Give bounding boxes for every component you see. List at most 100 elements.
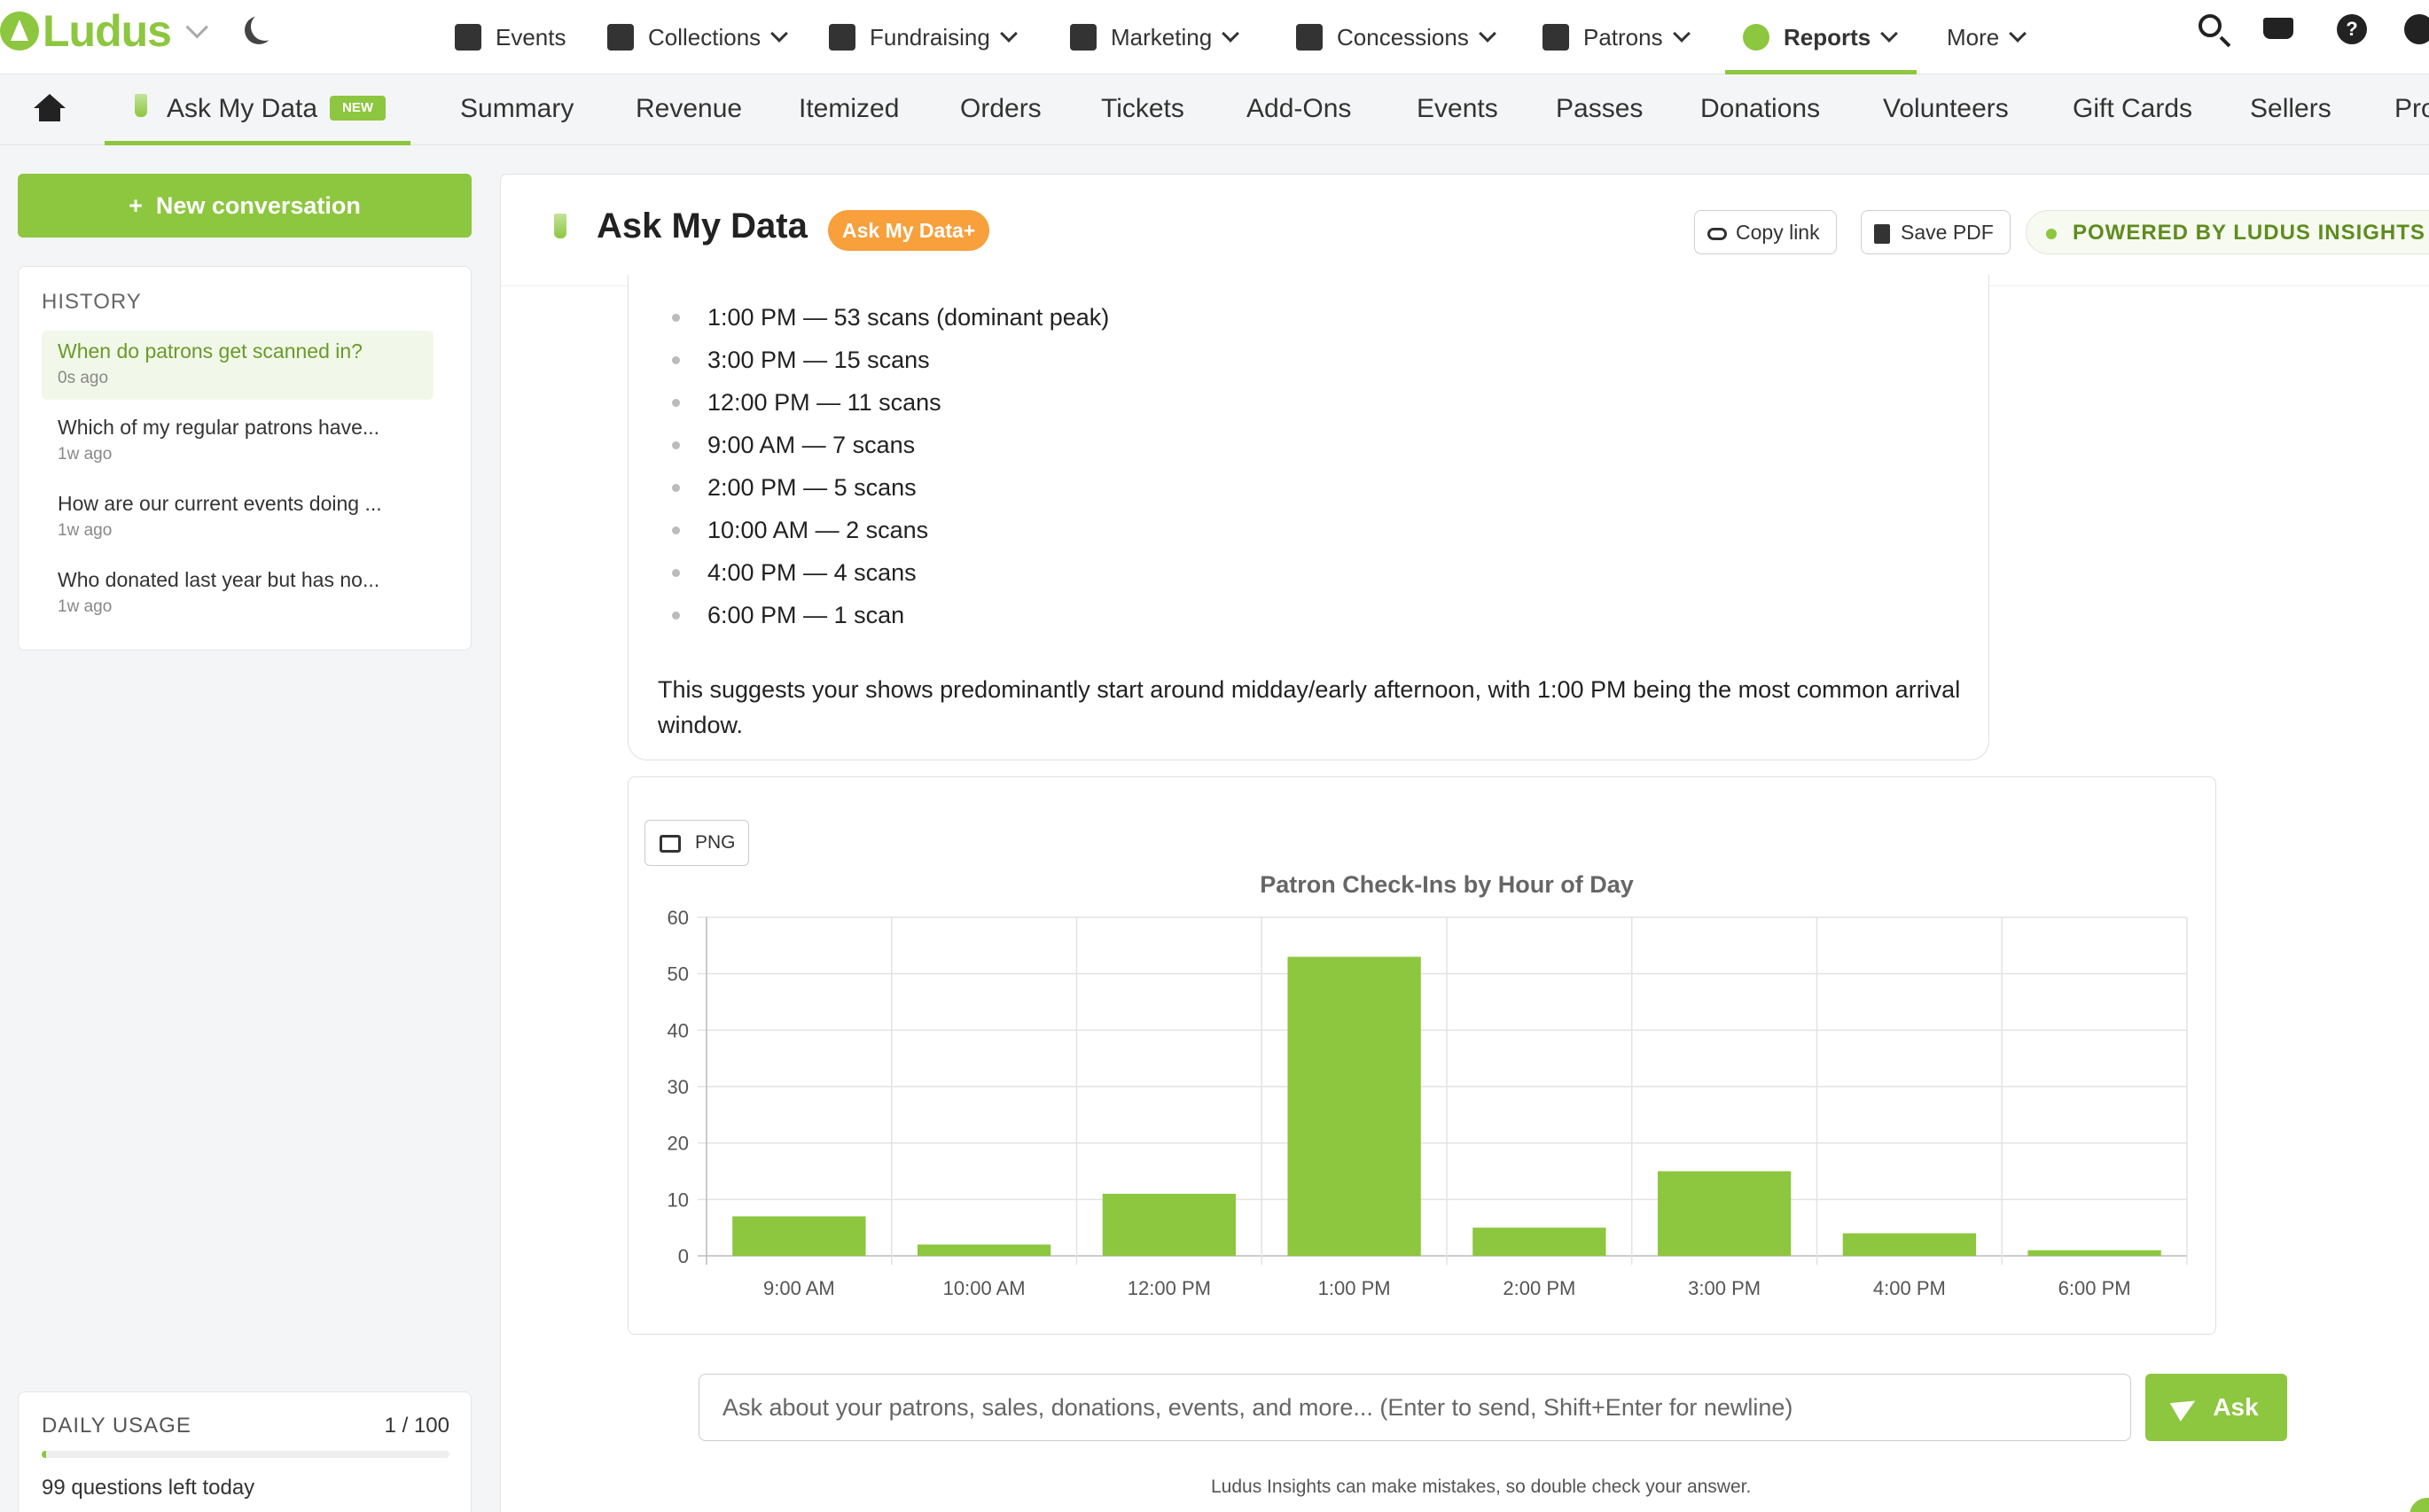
nav-collections[interactable]: Collections [607, 0, 789, 74]
y-tick-label: 50 [668, 963, 689, 986]
nav-reports-label: Reports [1784, 23, 1871, 51]
scan-time: 9:00 AM [707, 432, 796, 458]
nav-more[interactable]: More [1947, 0, 2027, 74]
history-item[interactable]: How are our current events doing ... 1w … [42, 483, 433, 552]
chevron-down-icon [1672, 25, 1691, 43]
copy-link-label: Copy link [1736, 221, 1820, 244]
y-tick-label: 30 [668, 1076, 689, 1098]
scan-time: 4:00 PM [707, 559, 797, 586]
chevron-down-icon [1478, 25, 1496, 43]
scan-time: 6:00 PM [707, 602, 797, 628]
home-icon[interactable] [34, 94, 66, 122]
panel-header: Ask My Data Ask My Data+ Copy link Save … [501, 175, 2429, 286]
list-item: 2:00 PM — 5 scans [671, 468, 1109, 510]
png-label: PNG [695, 832, 736, 853]
top-navbar: Ludus Events Collections Fundraising Mar… [0, 0, 2429, 74]
nav-concessions-label: Concessions [1337, 23, 1469, 51]
nav-fundraising[interactable]: Fundraising [829, 0, 1018, 74]
scan-count: — 7 scans [795, 432, 916, 458]
tab-tickets[interactable]: Tickets [1101, 94, 1184, 123]
disclaimer: Ludus Insights can make mistakes, so dou… [1211, 1477, 1752, 1497]
answer-summary: This suggests your shows predominantly s… [658, 676, 1961, 738]
tab-sellers[interactable]: Sellers [2250, 94, 2331, 123]
dark-mode-moon-icon[interactable] [251, 12, 279, 41]
scan-time: 2:00 PM [707, 474, 797, 501]
history-time: 1w ago [58, 521, 113, 540]
list-item: 4:00 PM — 4 scans [671, 553, 1109, 596]
x-tick-label: 1:00 PM [1318, 1277, 1391, 1299]
chart-bar [1287, 956, 1421, 1256]
scan-count: — 1 scan [796, 602, 905, 628]
store-icon [1296, 24, 1323, 51]
chevron-down-icon[interactable] [185, 16, 208, 39]
pdf-file-icon [1874, 223, 1890, 244]
ask-button[interactable]: Ask [2145, 1374, 2287, 1441]
powered-by-badge: POWERED BY LUDUS INSIGHTS [2026, 210, 2429, 254]
nav-concessions[interactable]: Concessions [1296, 0, 1496, 74]
nav-collections-label: Collections [648, 23, 762, 51]
history-item[interactable]: When do patrons get scanned in? 0s ago [42, 331, 433, 400]
scan-time: 1:00 PM [707, 304, 797, 331]
x-tick-label: 4:00 PM [1873, 1277, 1946, 1299]
ask-my-data-plus-badge[interactable]: Ask My Data+ [828, 210, 990, 251]
new-conversation-button[interactable]: + New conversation [18, 174, 472, 238]
scan-time: 10:00 AM [707, 517, 809, 543]
tab-passes[interactable]: Passes [1556, 94, 1644, 123]
tab-donations[interactable]: Donations [1700, 94, 1821, 123]
list-item: 6:00 PM — 1 scan [671, 596, 1109, 638]
mail-bullhorn-icon [1070, 24, 1097, 51]
copy-link-button[interactable]: Copy link [1694, 210, 1837, 254]
nav-events[interactable]: Events [455, 0, 566, 74]
hand-dollar-icon [829, 24, 855, 51]
tab-revenue[interactable]: Revenue [636, 94, 743, 123]
question-input[interactable]: Ask about your patrons, sales, donations… [699, 1374, 2131, 1441]
y-tick-label: 20 [668, 1133, 689, 1155]
history-time: 1w ago [58, 597, 113, 616]
usage-progress-fill [42, 1451, 46, 1458]
chart-bar [1472, 1228, 1606, 1256]
list-item: 10:00 AM — 2 scans [671, 510, 1109, 553]
png-download-button[interactable]: PNG [644, 820, 749, 866]
scan-count: — 11 scans [809, 389, 941, 416]
daily-usage-count: 1 / 100 [384, 1414, 449, 1438]
nav-patrons[interactable]: Patrons [1543, 0, 1691, 74]
cart-icon[interactable] [2263, 18, 2293, 39]
chart-bar [2027, 1250, 2161, 1256]
scan-count: — 53 scans (dominant peak) [796, 304, 1110, 331]
save-pdf-button[interactable]: Save PDF [1861, 210, 2011, 254]
scan-count: — 4 scans [796, 559, 917, 586]
tab-ask-my-data[interactable]: Ask My Data NEW [105, 74, 411, 145]
tab-volunteers[interactable]: Volunteers [1883, 94, 2009, 123]
tab-gift-cards[interactable]: Gift Cards [2073, 94, 2193, 123]
y-tick-label: 40 [668, 1019, 689, 1041]
tab-summary[interactable]: Summary [460, 94, 574, 123]
chart-bar [732, 1216, 866, 1256]
scan-count: — 2 scans [808, 517, 929, 543]
questions-left: 99 questions left today [42, 1476, 255, 1500]
chart-card: PNG Patron Check-Ins by Hour of Day 0 10 20… [628, 776, 2216, 1335]
history-question: Which of my regular patrons have... [58, 416, 380, 439]
nav-reports[interactable]: Reports [1724, 0, 1917, 74]
history-item[interactable]: Who donated last year but has no... 1w a… [42, 559, 433, 628]
list-item: 12:00 PM — 11 scans [671, 383, 1109, 425]
list-item: 1:00 PM — 53 scans (dominant peak) [671, 298, 1110, 340]
help-icon[interactable]: ? [2337, 14, 2367, 44]
image-icon [660, 835, 681, 853]
pie-chart-icon [1743, 24, 1769, 51]
search-icon[interactable] [2199, 14, 2222, 37]
link-icon [1707, 227, 1727, 240]
tab-pro[interactable]: Pro [2394, 94, 2429, 123]
gear-icon[interactable] [2404, 14, 2429, 44]
scan-time: 12:00 PM [707, 389, 810, 416]
tab-orders[interactable]: Orders [960, 94, 1042, 123]
nav-marketing[interactable]: Marketing [1070, 0, 1240, 74]
tab-add-ons[interactable]: Add-Ons [1246, 94, 1352, 123]
flask-icon [135, 94, 147, 118]
ludus-logo[interactable]: Ludus [0, 5, 208, 57]
tab-itemized[interactable]: Itemized [799, 94, 900, 123]
plus-icon: + [129, 192, 156, 219]
history-item[interactable]: Which of my regular patrons have... 1w a… [42, 407, 433, 476]
list-item: 9:00 AM — 7 scans [671, 425, 1109, 468]
new-conversation-label: New conversation [155, 192, 361, 219]
tab-events[interactable]: Events [1417, 94, 1498, 123]
